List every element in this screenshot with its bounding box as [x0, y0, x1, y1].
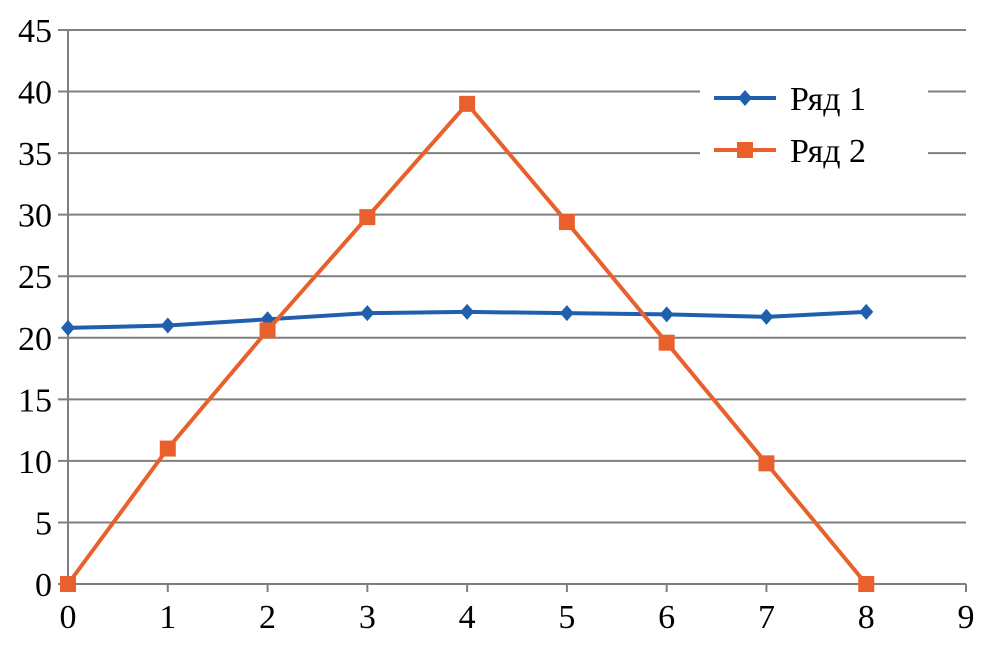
data-point-diamond [759, 308, 774, 325]
legend-label: Ряд 1 [790, 81, 866, 118]
y-tick-label: 45 [18, 13, 52, 50]
legend-background [700, 72, 928, 182]
x-tick-label: 7 [758, 599, 775, 636]
x-tick-label: 2 [259, 599, 276, 636]
data-point-square [758, 455, 775, 472]
data-point-diamond [659, 306, 674, 323]
y-tick-label: 40 [18, 75, 52, 112]
data-point-diamond [160, 317, 175, 334]
legend-marker-diamond [738, 90, 752, 106]
data-point-square [259, 322, 276, 339]
data-point-diamond [559, 305, 574, 322]
x-tick-label: 6 [658, 599, 675, 636]
y-tick-label: 35 [18, 136, 52, 173]
y-tick-label: 5 [35, 505, 52, 542]
data-point-square [159, 440, 176, 457]
y-tick-label: 20 [18, 321, 52, 358]
data-point-diamond [460, 303, 475, 320]
data-point-square [558, 214, 575, 231]
y-tick-label: 0 [35, 567, 52, 604]
x-tick-label: 4 [459, 599, 476, 636]
x-tick-label: 1 [159, 599, 176, 636]
data-point-square [858, 576, 875, 592]
data-point-square [359, 209, 376, 226]
y-tick-label: 30 [18, 198, 52, 235]
x-tick-label: 5 [558, 599, 575, 636]
y-tick-label: 10 [18, 444, 52, 481]
data-point-square [658, 334, 675, 351]
data-point-square [60, 576, 76, 592]
y-tick-label: 15 [18, 382, 52, 419]
y-tick-label: 25 [18, 259, 52, 296]
legend-label: Ряд 2 [790, 133, 866, 170]
x-tick-label: 3 [359, 599, 376, 636]
data-point-diamond [61, 319, 75, 336]
series-1 [61, 303, 874, 336]
series-2 [60, 95, 875, 592]
x-tick-label: 8 [858, 599, 875, 636]
x-tick-label: 0 [60, 599, 77, 636]
data-point-diamond [360, 305, 375, 322]
x-tick-label: 9 [958, 599, 975, 636]
legend-marker-square [737, 142, 753, 158]
data-point-diamond [859, 303, 874, 320]
data-point-square [459, 95, 476, 112]
